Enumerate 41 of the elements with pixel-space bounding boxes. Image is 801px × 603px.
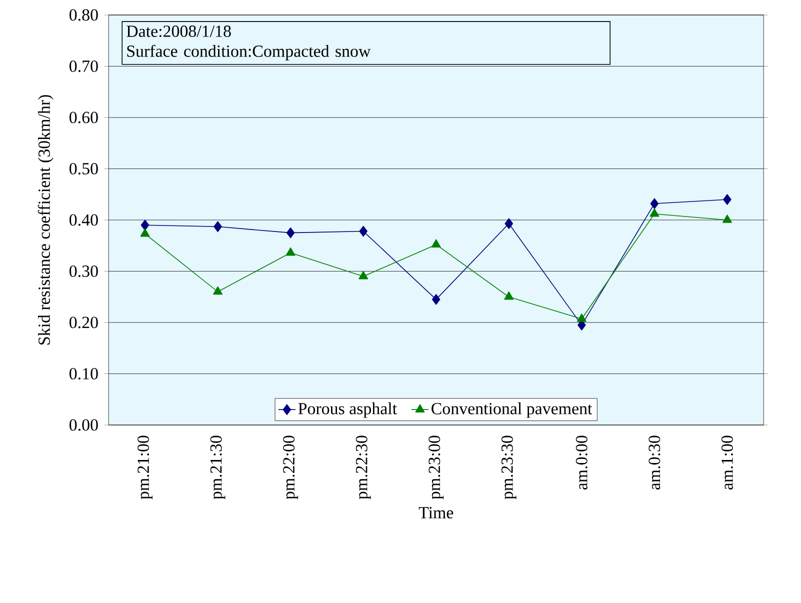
y-tick-label: 0.10 [70, 368, 98, 380]
y-tick-label: 0.00 [70, 419, 98, 431]
x-tick-label: pm.23:00 [428, 436, 444, 500]
y-tick-label: 0.50 [70, 162, 98, 174]
legend-label: Conventional pavement [432, 402, 592, 418]
x-tick-label: pm.22:00 [283, 436, 298, 500]
point [432, 294, 440, 305]
point [286, 247, 296, 256]
point [722, 214, 732, 223]
x-tick-label: pm.23:30 [501, 436, 516, 500]
x-tick-label: pm.21:30 [210, 436, 226, 500]
point [723, 194, 732, 205]
point [576, 314, 586, 322]
y-tick-label: 0.70 [70, 60, 98, 72]
x-tick-label: am.1:00 [721, 436, 733, 490]
y-tick-label: 0.80 [70, 9, 98, 21]
point [650, 198, 659, 209]
point [286, 227, 295, 238]
y-tick-label: 0.20 [70, 316, 98, 328]
y-tick-label: 0.60 [70, 112, 98, 124]
point [358, 270, 368, 280]
point [650, 208, 660, 217]
y-tick-label: 0.30 [70, 265, 98, 277]
y-tick-label: 0.40 [70, 214, 98, 226]
x-tick-label: am.0:30 [648, 436, 660, 490]
point [213, 286, 223, 295]
point [140, 228, 150, 237]
annotation: Date:2008/1/18 [126, 26, 231, 38]
point [140, 220, 150, 231]
point [431, 239, 441, 248]
point [504, 218, 514, 229]
x-tick-label: pm.21:00 [138, 436, 152, 500]
point [504, 291, 514, 300]
legend-label: Porous asphalt [298, 402, 397, 418]
y-axis-title: Skid resistance coefficient (30km/hr) [38, 95, 54, 345]
point [214, 221, 222, 232]
point [359, 226, 368, 237]
x-tick-label: pm.22:30 [356, 436, 371, 500]
annotation: Surface condition:Compacted snow [127, 44, 371, 60]
x-axis-title: Time [418, 507, 454, 518]
x-tick-label: am.0:00 [576, 436, 588, 490]
